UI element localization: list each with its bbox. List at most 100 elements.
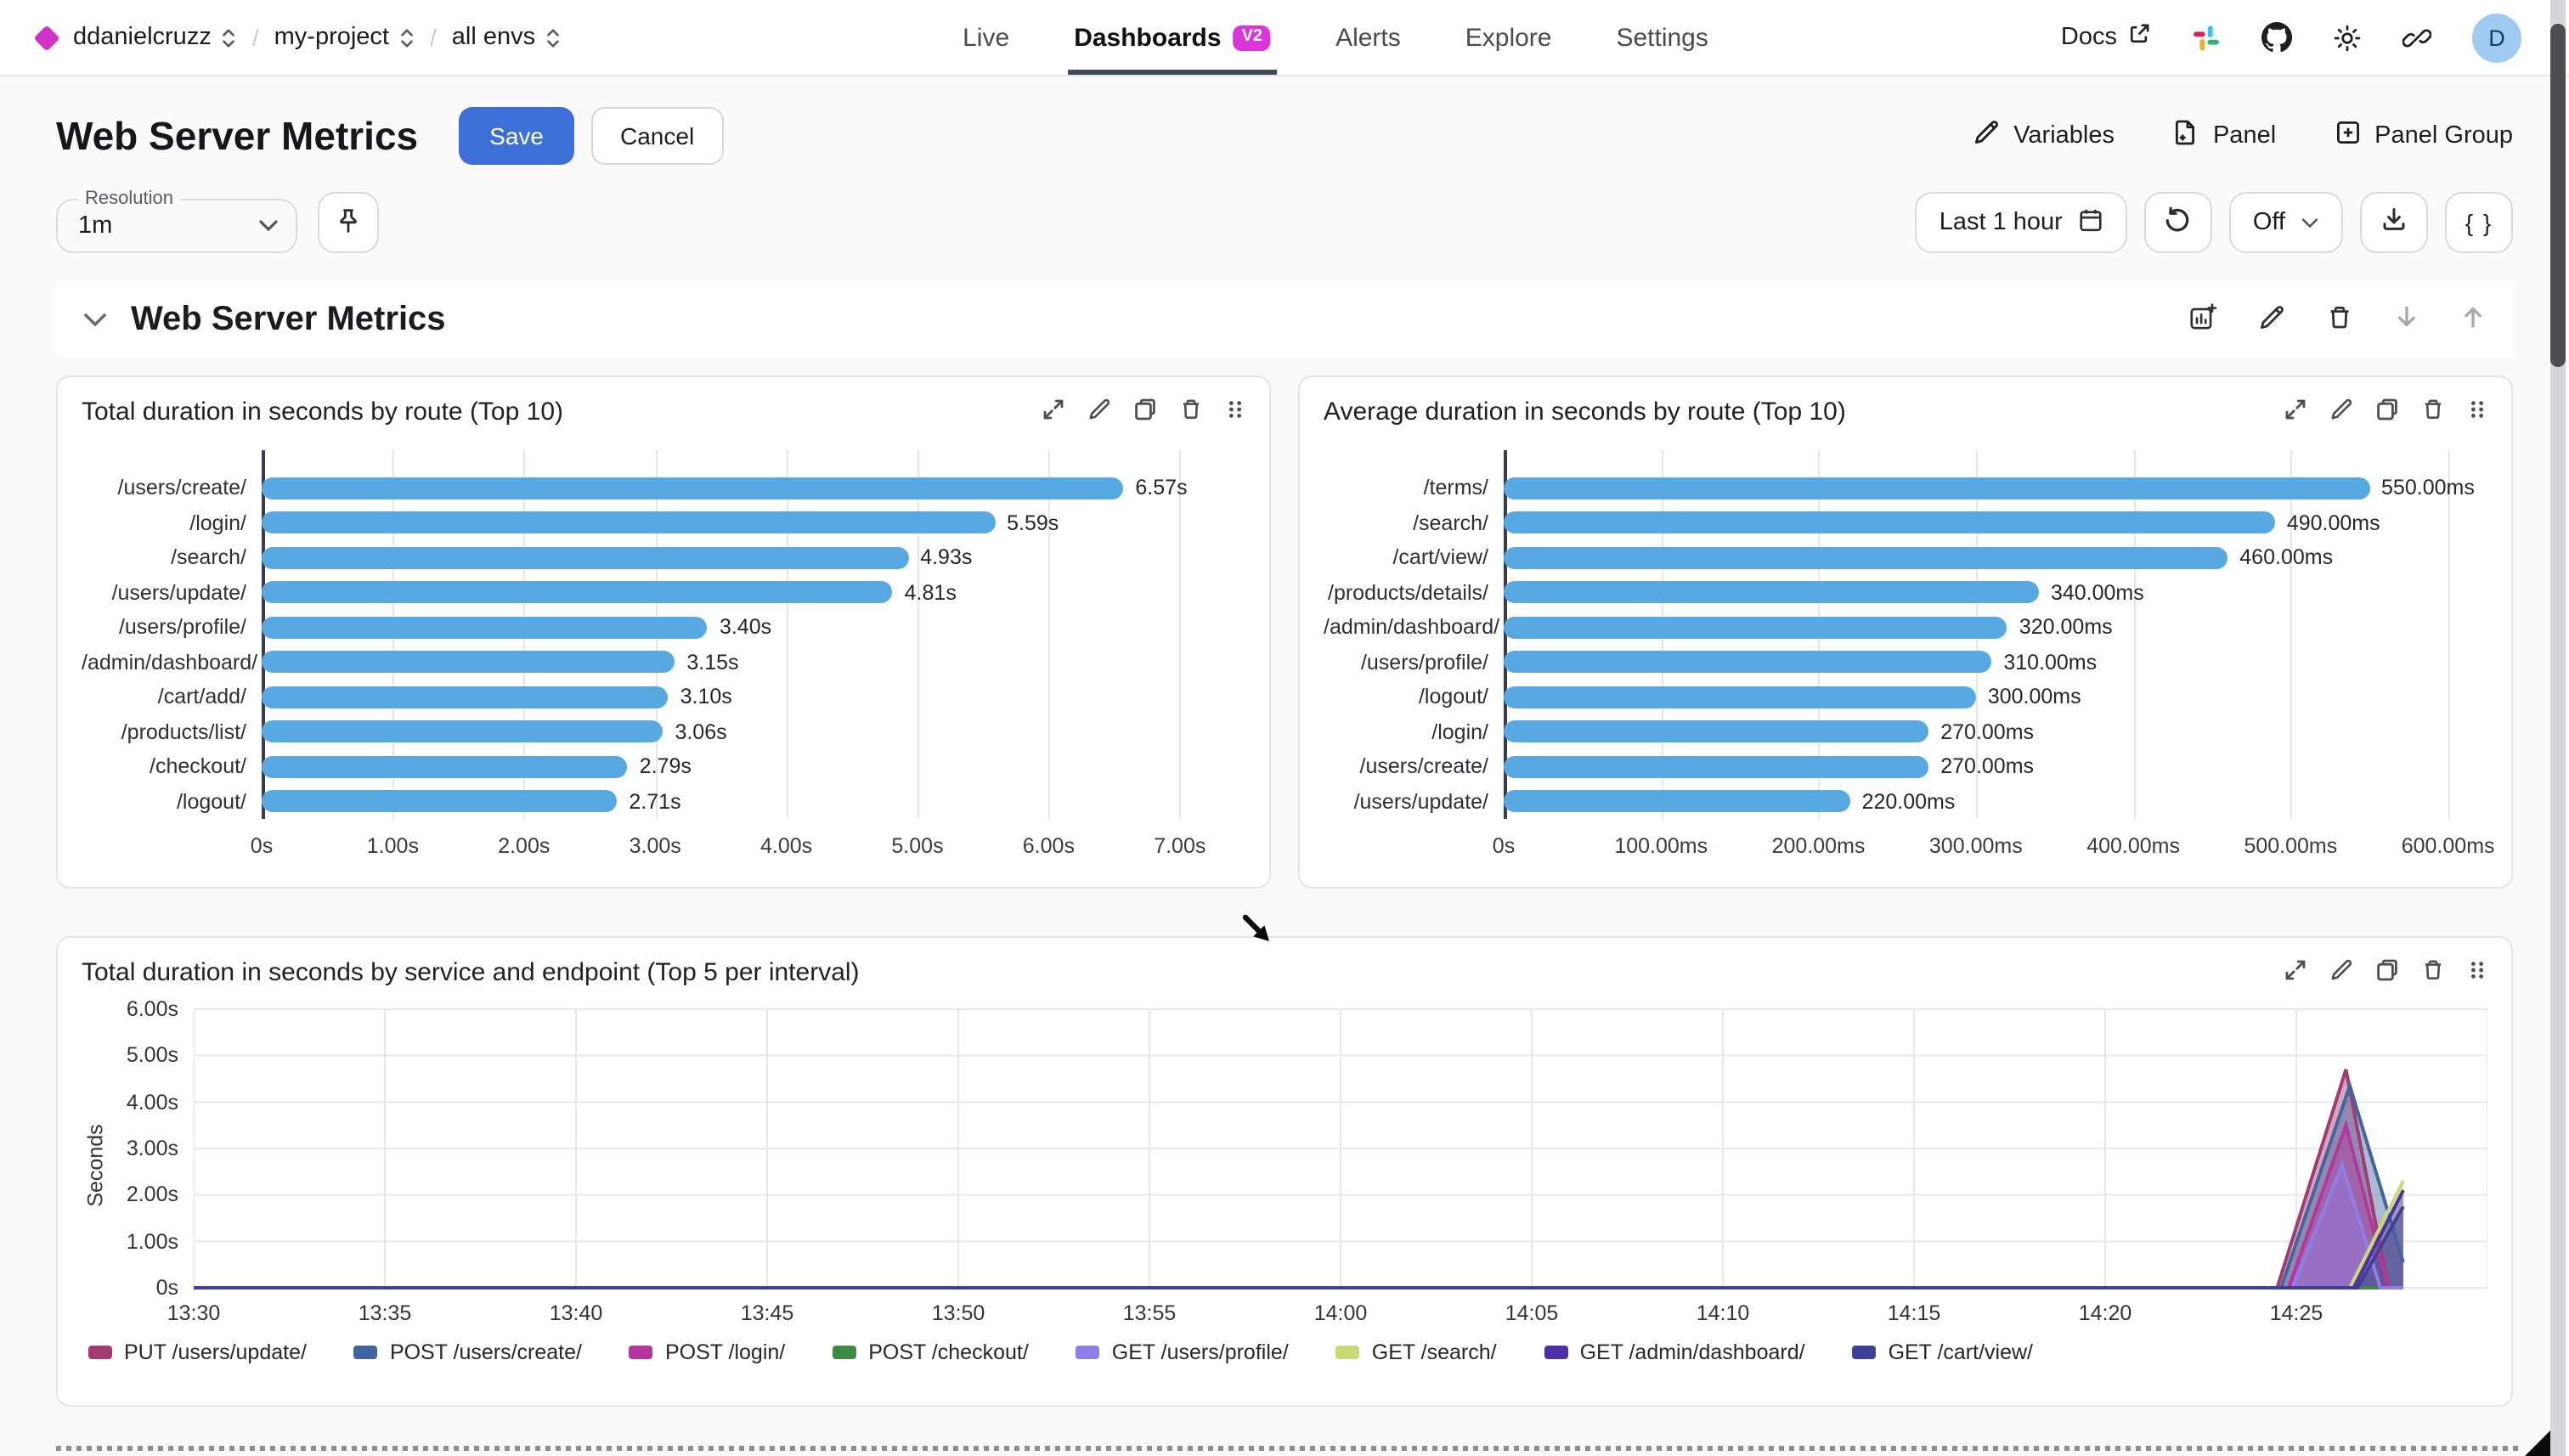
x-tick-label: 13:30	[167, 1301, 221, 1325]
download-button[interactable]	[2360, 192, 2428, 253]
bar-row: 460.00ms	[1504, 540, 2487, 575]
timeseries-plot	[194, 1004, 2487, 1293]
slack-icon[interactable]	[2192, 23, 2221, 52]
duplicate-panel-button[interactable]	[2375, 958, 2399, 987]
pencil-icon	[2329, 398, 2353, 426]
delete-section-button[interactable]	[2326, 303, 2353, 336]
series-area	[194, 1206, 2403, 1288]
link-icon[interactable]	[2402, 23, 2431, 52]
move-section-up-button[interactable]	[2460, 304, 2486, 335]
tab-live[interactable]: Live	[963, 0, 1009, 75]
bar-row: 4.81s	[262, 575, 1245, 610]
drag-panel-handle[interactable]	[1225, 398, 1245, 426]
pencil-icon	[1973, 119, 2000, 153]
bar-row: 490.00ms	[1504, 505, 2487, 540]
main-content: Web Server Metrics Save Cancel Variables…	[0, 107, 2569, 1451]
expand-panel-button[interactable]	[2284, 958, 2307, 987]
bar	[262, 546, 909, 569]
legend-item[interactable]: GET /admin/dashboard/	[1544, 1340, 1805, 1364]
bar-row: 340.00ms	[1504, 575, 2487, 610]
category-label: /login/	[1431, 720, 1488, 743]
scrollbar-thumb[interactable]	[2550, 24, 2566, 367]
delete-panel-button[interactable]	[2421, 958, 2445, 987]
legend-item[interactable]: GET /users/profile/	[1076, 1340, 1289, 1364]
legend-item[interactable]: GET /cart/view/	[1852, 1340, 2033, 1364]
x-tick-label: 14:20	[2078, 1301, 2132, 1325]
vertical-scrollbar[interactable]	[2550, 0, 2566, 1456]
tab-alerts[interactable]: Alerts	[1335, 0, 1401, 75]
legend-item[interactable]: PUT /users/update/	[88, 1340, 307, 1364]
drag-panel-handle[interactable]	[2467, 398, 2487, 426]
bar-value-label: 3.10s	[680, 685, 732, 709]
json-button[interactable]: { }	[2445, 192, 2513, 253]
tab-dashboards[interactable]: Dashboards V2	[1067, 0, 1278, 75]
breadcrumb-item-my-project[interactable]: my-project	[274, 24, 415, 51]
axis-line	[262, 450, 264, 819]
breadcrumb-item-ddanielcruzz[interactable]: ddanielcruzz	[73, 24, 237, 51]
legend-item[interactable]: POST /checkout/	[833, 1340, 1029, 1364]
time-range-button[interactable]: Last 1 hour	[1915, 192, 2127, 253]
legend-label: POST /checkout/	[868, 1340, 1029, 1364]
avatar[interactable]: D	[2472, 13, 2521, 62]
legend-label: GET /search/	[1371, 1340, 1497, 1364]
bar-value-label: 270.00ms	[1940, 754, 2035, 779]
series-line	[194, 1165, 2403, 1288]
duplicate-panel-button[interactable]	[1133, 398, 1157, 426]
bar	[1504, 581, 2039, 604]
x-axis-ticks: 13:30 13:35 13:40 13:45 13:50 13:55 14:00 14:05…	[167, 1293, 2487, 1327]
legend-item[interactable]: POST /users/create/	[353, 1340, 582, 1364]
collapse-section-button[interactable]	[83, 307, 107, 332]
github-icon[interactable]	[2261, 22, 2292, 53]
pin-button[interactable]	[318, 192, 379, 253]
sun-icon[interactable]	[2333, 23, 2362, 52]
expand-panel-button[interactable]	[1042, 398, 1065, 426]
series-line	[194, 1206, 2403, 1288]
arrow-down-icon	[2394, 304, 2419, 335]
y-tick-label: 2.00s	[126, 1182, 178, 1207]
tab-settings[interactable]: Settings	[1616, 0, 1708, 75]
move-section-down-button[interactable]	[2394, 304, 2419, 335]
add-panel-button[interactable]: Panel	[2172, 119, 2276, 153]
add-chart-button[interactable]	[2188, 302, 2217, 336]
duplicate-panel-button[interactable]	[2375, 398, 2399, 426]
resolution-select[interactable]: Resolution 1m	[56, 189, 297, 253]
save-button[interactable]: Save	[459, 107, 574, 165]
edit-panel-button[interactable]	[1087, 398, 1111, 426]
bar-value-label: 5.59s	[1007, 511, 1059, 535]
panel-duration-by-service-endpoint: Total duration in seconds by service and…	[56, 936, 2513, 1407]
bar-value-label: 340.00ms	[2050, 580, 2144, 605]
tab-explore[interactable]: Explore	[1465, 0, 1552, 75]
legend-item[interactable]: GET /search/	[1335, 1340, 1497, 1364]
x-tick-label: 100.00ms	[1614, 834, 1708, 858]
delete-panel-button[interactable]	[1179, 398, 1203, 426]
category-label: /search/	[171, 545, 246, 569]
breadcrumb-item-all-envs[interactable]: all envs	[452, 24, 561, 51]
drag-panel-handle[interactable]	[2467, 958, 2487, 987]
category-label: /cart/view/	[1392, 545, 1488, 569]
legend-label: GET /users/profile/	[1111, 1340, 1289, 1364]
bar-value-label: 3.06s	[675, 720, 727, 744]
delete-panel-button[interactable]	[2421, 398, 2445, 426]
edit-section-button[interactable]	[2258, 303, 2285, 336]
expand-panel-button[interactable]	[2284, 398, 2307, 426]
legend-item[interactable]: POST /login/	[629, 1340, 785, 1364]
page-title: Web Server Metrics	[56, 113, 419, 157]
variables-button[interactable]: Variables	[1973, 119, 2114, 153]
docs-link[interactable]: Docs	[2061, 22, 2151, 53]
add-panel-group-button[interactable]: Panel Group	[2334, 119, 2513, 153]
panel-resize-corner[interactable]	[2525, 1431, 2550, 1456]
refresh-button[interactable]	[2143, 192, 2212, 253]
selector-icon	[545, 26, 561, 48]
auto-refresh-select[interactable]: Off	[2228, 192, 2343, 253]
edit-panel-button[interactable]	[2329, 958, 2353, 987]
breadcrumb: ddanielcruzz / my-project / all envs	[0, 24, 561, 51]
bar-row: 3.06s	[262, 714, 1245, 749]
x-tick-label: 13:50	[931, 1301, 985, 1325]
bar	[1504, 686, 1976, 708]
cancel-button[interactable]: Cancel	[591, 107, 724, 165]
edit-panel-button[interactable]	[2329, 398, 2353, 426]
panel-group-header: Web Server Metrics	[56, 280, 2513, 358]
download-icon	[2380, 206, 2408, 240]
gridline	[2290, 450, 2293, 819]
chevron-down-icon	[83, 307, 107, 332]
